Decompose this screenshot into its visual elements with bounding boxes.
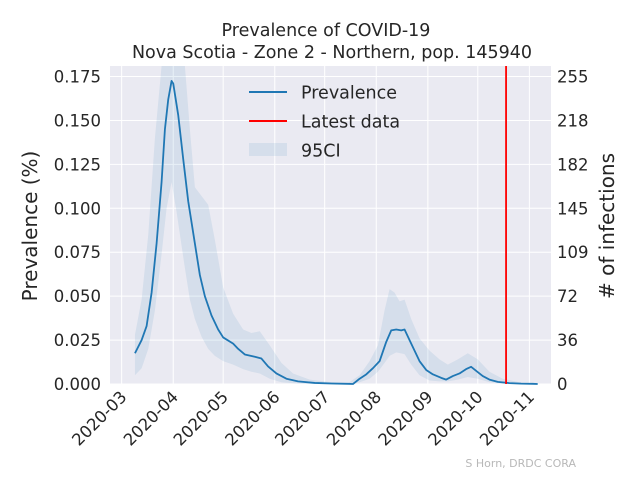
legend-latest-data-label: Latest data — [301, 113, 400, 133]
x-gridlines — [121, 66, 530, 384]
y-tick-labels: 0.000 0.025 0.050 0.075 0.100 0.125 0.150 0.175 — [54, 68, 101, 394]
x-tick-label: 2020-05 — [170, 387, 232, 449]
y-tick-label: 0.025 — [54, 331, 101, 350]
credit-text: S Horn, DRDC CORA — [465, 457, 576, 470]
y2-tick-label: 72 — [557, 287, 578, 306]
legend-95ci-label: 95CI — [301, 142, 341, 162]
y-axis-label: Prevalence (%) — [18, 151, 42, 302]
y-tick-label: 0.100 — [54, 199, 101, 218]
prevalence-line — [134, 80, 538, 385]
y-tick-label: 0.150 — [54, 111, 101, 130]
x-tick-label: 2020-08 — [323, 387, 385, 449]
legend: Prevalence Latest data 95CI — [249, 84, 400, 162]
x-tick-label: 2020-11 — [476, 387, 538, 449]
y2-tick-label: 255 — [557, 68, 589, 87]
y-tick-label: 0.175 — [54, 68, 101, 87]
x-tick-label: 2020-03 — [68, 387, 130, 449]
chart-title: Prevalence of COVID-19 — [222, 21, 431, 41]
y2-tick-labels: 0 36 72 109 145 182 218 255 — [557, 68, 589, 394]
y2-tick-label: 36 — [557, 331, 578, 350]
y-tick-label: 0.050 — [54, 287, 101, 306]
y2-tick-label: 145 — [557, 199, 589, 218]
y-tick-label: 0.125 — [54, 155, 101, 174]
x-tick-label: 2020-10 — [424, 387, 486, 449]
y-tick-label: 0.075 — [54, 243, 101, 262]
x-tick-labels: 2020-032020-042020-052020-062020-072020-… — [68, 387, 538, 449]
legend-prevalence-label: Prevalence — [301, 84, 397, 104]
legend-95ci-swatch — [249, 143, 287, 156]
y2-tick-label: 109 — [557, 243, 589, 262]
y2-tick-label: 0 — [557, 375, 568, 394]
y2-tick-label: 218 — [557, 111, 589, 130]
series-lines — [134, 66, 538, 385]
y-tick-label: 0.000 — [54, 375, 101, 394]
y2-tick-label: 182 — [557, 155, 589, 174]
x-tick-label: 2020-07 — [271, 387, 333, 449]
y2-axis-label: # of infections — [595, 153, 619, 299]
chart-subtitle: Nova Scotia - Zone 2 - Northern, pop. 14… — [132, 43, 532, 63]
